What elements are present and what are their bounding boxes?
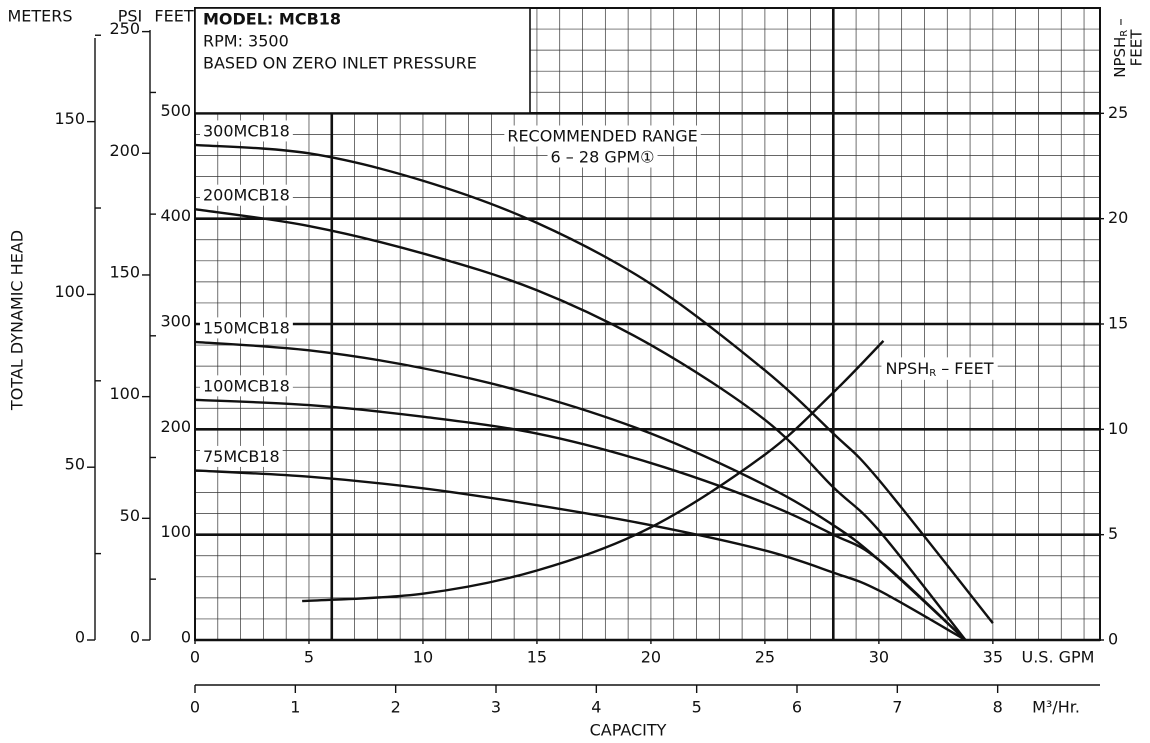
x2-tick-label: 4	[591, 698, 601, 717]
y2-tick-label: 20	[1108, 208, 1128, 227]
meters-label: METERS	[7, 7, 72, 26]
range-title: RECOMMENDED RANGE	[507, 127, 697, 146]
x-tick-label: 0	[190, 648, 200, 667]
x-tick-label: 35	[983, 648, 1003, 667]
npsh-label-part: – FEET	[941, 358, 994, 377]
psi-tick-label: 150	[109, 262, 140, 281]
label-bg	[504, 125, 701, 147]
y-tick-label: 100	[160, 522, 191, 541]
meters-tick-label: 150	[54, 109, 85, 128]
npsh-label: NPSHR – FEET	[885, 358, 993, 379]
y2-title-rest: –	[1111, 18, 1129, 26]
rpm: RPM: 3500	[203, 32, 289, 51]
y2-title-main: NPSH	[1111, 37, 1129, 78]
x-tick-label: 30	[869, 648, 889, 667]
x2-tick-label: 3	[491, 698, 501, 717]
y-tick-label: 0	[181, 628, 191, 647]
label-bg	[547, 146, 658, 168]
meters-tick-label: 0	[75, 628, 85, 647]
y-tick-label: 200	[160, 417, 191, 436]
range-label: 6 – 28 GPM①	[551, 148, 655, 167]
x2-tick-label: 1	[290, 698, 300, 717]
psi-tick-label: 250	[109, 19, 140, 38]
feet-label: FEET	[154, 7, 193, 26]
curve	[194, 143, 994, 624]
y2-tick-label: 5	[1108, 524, 1118, 543]
label-bg	[200, 445, 283, 467]
psi-tick-label: 100	[109, 384, 140, 403]
x-tick-label: 5	[304, 648, 314, 667]
series-label: 100MCB18	[203, 376, 290, 395]
meters-tick-label: 50	[65, 455, 85, 474]
y2-tick-label: 10	[1108, 419, 1128, 438]
label-bg	[200, 120, 293, 142]
series-label: 75MCB18	[203, 447, 280, 466]
x-title: CAPACITY	[590, 721, 667, 740]
label-bg	[200, 375, 293, 397]
label-bg	[200, 184, 293, 206]
x2-label: M³/Hr.	[1032, 698, 1080, 717]
note: BASED ON ZERO INLET PRESSURE	[203, 54, 477, 73]
y2-tick-label: 25	[1108, 103, 1128, 122]
curve	[194, 340, 967, 641]
y2-title-line2: FEET	[1128, 29, 1146, 67]
x-tick-label: 25	[755, 648, 775, 667]
label-bg	[200, 317, 293, 339]
y-tick-label: 300	[160, 312, 191, 331]
series-label: 200MCB18	[203, 186, 290, 205]
y-tick-label: 400	[160, 206, 191, 225]
curve	[194, 469, 967, 642]
curve	[194, 207, 967, 641]
npsh-label-part: R	[929, 368, 936, 379]
marks: 0100200300400500051015202505010015005010…	[54, 19, 1128, 716]
info-box	[194, 7, 531, 114]
y2-title-sub: R	[1119, 30, 1130, 37]
psi-label: PSI	[118, 7, 143, 26]
x-label: U.S. GPM	[1022, 648, 1095, 667]
label-bg	[881, 357, 998, 380]
psi-tick-label: 200	[109, 141, 140, 160]
curve	[194, 398, 967, 641]
psi-tick-label: 0	[130, 628, 140, 647]
x2-tick-label: 5	[692, 698, 702, 717]
x2-tick-label: 8	[993, 698, 1003, 717]
npsh-label-part: NPSH	[885, 358, 929, 377]
meters-tick-label: 100	[54, 282, 85, 301]
y-title: TOTAL DYNAMIC HEAD	[8, 230, 27, 411]
x-tick-label: 10	[413, 648, 433, 667]
x-tick-label: 15	[527, 648, 547, 667]
series-label: 150MCB18	[203, 318, 290, 337]
y2-tick-label: 15	[1108, 314, 1128, 333]
y2-tick-label: 0	[1108, 630, 1118, 649]
series-label: 300MCB18	[203, 121, 290, 140]
y-tick-label: 500	[160, 101, 191, 120]
model: MODEL: MCB18	[203, 10, 341, 29]
x2-tick-label: 6	[792, 698, 802, 717]
y2-title: NPSHR –	[1111, 18, 1131, 78]
psi-tick-label: 50	[120, 506, 140, 525]
curve	[302, 340, 885, 603]
x2-tick-label: 7	[892, 698, 902, 717]
x-tick-label: 20	[641, 648, 661, 667]
x2-tick-label: 0	[190, 698, 200, 717]
x2-tick-label: 2	[391, 698, 401, 717]
